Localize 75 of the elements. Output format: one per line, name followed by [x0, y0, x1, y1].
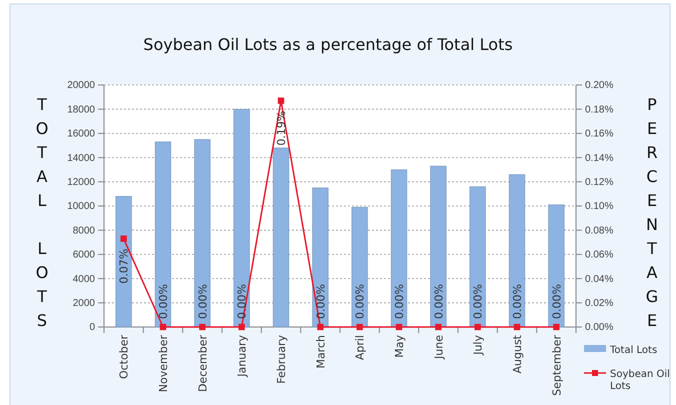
bar [430, 166, 446, 328]
x-tick-label: April [354, 335, 367, 360]
x-tick-label: December [196, 334, 210, 392]
x-tick-label: March [314, 334, 328, 369]
data-label: 0.00% [236, 284, 249, 319]
y2-tick-label: 0.16% [585, 128, 614, 140]
data-label: 0.00% [354, 284, 367, 319]
y-tick-label: 12000 [67, 177, 96, 188]
y2-tick-label: 0.06% [585, 250, 614, 261]
data-label: 0.00% [472, 284, 485, 319]
y-tick-label: 18000 [67, 104, 96, 116]
point [356, 324, 363, 330]
x-tick-label: January [236, 334, 249, 378]
x-tick-label: February [275, 334, 288, 384]
x-tick-label: August [511, 334, 524, 374]
bar [390, 169, 408, 328]
y-tick-label: 14000 [67, 152, 96, 164]
x-tick-label: October [118, 334, 131, 380]
y2-tick-label: 0.14% [585, 152, 614, 164]
bar [234, 108, 250, 328]
bar [272, 148, 290, 328]
bar [194, 139, 210, 328]
data-label: 0.00% [196, 284, 210, 319]
y2-tick-label: 0.20% [585, 80, 614, 92]
y-tick-label: 0 [89, 322, 96, 334]
point [396, 324, 402, 330]
y2-tick-label: 0.02% [585, 298, 614, 309]
data-label: 0.00% [393, 284, 406, 319]
chart-title: Soybean Oil Lots as a percentage of Total Lots [143, 35, 513, 54]
y-tick-label: 4000 [72, 274, 96, 285]
data-label: 0.00% [157, 284, 170, 319]
y2-tick-label: 0.04% [585, 274, 614, 285]
data-label: 0.00% [550, 284, 564, 319]
point [278, 98, 284, 104]
point [435, 324, 442, 330]
bar [470, 186, 486, 328]
legend-label: Soybean Oil Lots [610, 369, 670, 392]
point [514, 324, 520, 330]
point [160, 324, 166, 330]
y2-tick-label: 0.12% [585, 177, 614, 188]
text: TOTAL LOTS [36, 95, 48, 330]
point [317, 324, 324, 330]
point [199, 324, 206, 330]
y-tick-label: 8000 [72, 225, 96, 236]
data-label: 0.00% [314, 284, 328, 319]
y-tick-label: 16000 [67, 128, 96, 140]
point [474, 324, 481, 330]
text: PERCENTAGE [646, 95, 658, 330]
y2-tick-label: 0.10% [585, 201, 614, 212]
x-tick-label: June [432, 334, 446, 360]
point [553, 324, 560, 330]
y-tick-label: 6000 [72, 250, 96, 261]
point [120, 236, 127, 242]
bar [352, 206, 368, 328]
x-tick-label: November [157, 334, 170, 392]
x-tick-label: July [472, 334, 485, 356]
x-tick-label: May [393, 334, 406, 358]
point [238, 324, 245, 330]
bar [508, 174, 526, 328]
legend-label: Total Lots [609, 345, 658, 356]
y-tick-label: 10000 [67, 201, 96, 212]
bar [548, 204, 564, 328]
bar [154, 142, 172, 328]
bar [312, 188, 328, 328]
y-tick-label: 2000 [72, 298, 96, 309]
y-tick-label: 20000 [67, 80, 96, 92]
data-label: 0.19% [275, 110, 288, 146]
data-label: 0.07% [118, 248, 131, 284]
bar [116, 196, 132, 328]
y2-tick-label: 0.08% [585, 225, 614, 236]
x-tick-label: September [550, 334, 564, 396]
y2-tick-label: 0.18% [585, 104, 614, 116]
y2-tick-label: 0.00% [585, 322, 614, 334]
data-label: 0.00% [511, 284, 524, 319]
data-label: 0.00% [432, 284, 446, 319]
